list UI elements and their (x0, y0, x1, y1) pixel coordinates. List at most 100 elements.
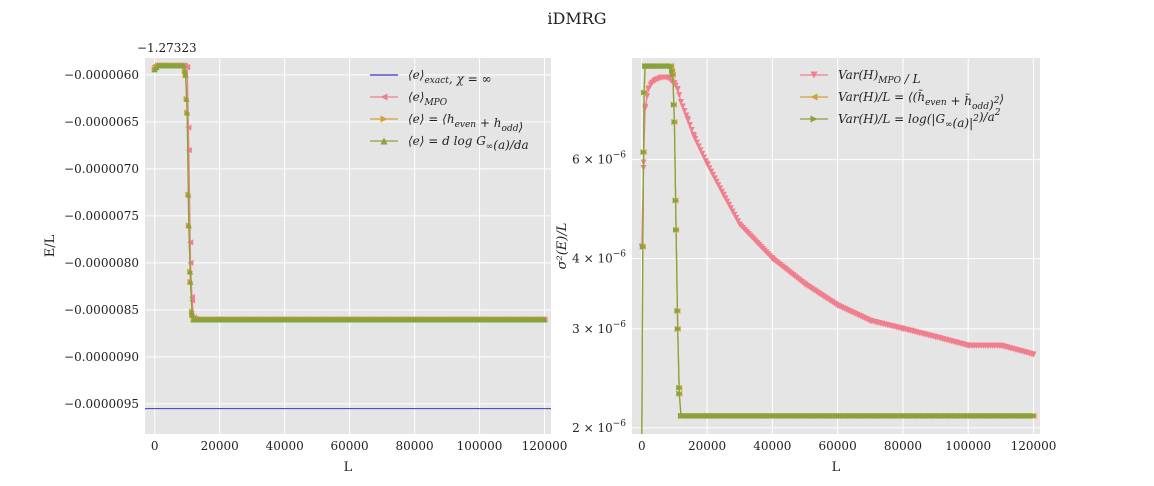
chart1-series-0-marker (715, 182, 722, 189)
chart1-series-2-marker (641, 89, 648, 96)
chart0-x-tick-label: 40000 (266, 439, 304, 453)
chart0-legend-label: ⟨e⟩ = d log G∞(a)/da (408, 134, 529, 152)
chart1-y-tick-label: 2 × 10−6 (572, 419, 626, 435)
chart0-y-tick-label: −0.0000060 (64, 68, 139, 82)
chart0-plot-area (145, 58, 551, 434)
chart1-series-0-marker (736, 221, 743, 228)
chart1-series-2-marker (1030, 412, 1037, 419)
chart1-x-tick-label: 60000 (819, 439, 857, 453)
chart1-y-tick-label: 3 × 10−6 (572, 320, 626, 336)
chart0-y-tick-label: −0.0000065 (64, 115, 139, 129)
chart1-series-0-marker (708, 168, 715, 175)
chart0-y-axis-label: E/L (43, 234, 58, 257)
chart1-series-2-marker (671, 119, 678, 126)
chart1-series-0-marker (664, 74, 671, 81)
chart0-series-1-marker (185, 147, 192, 154)
chart1-series-0-marker (693, 139, 700, 146)
chart0-legend-marker (380, 93, 388, 101)
chart0-legend-marker (380, 115, 388, 123)
chart1-series-0-marker (648, 80, 655, 87)
chart1-series-2-marker (642, 63, 649, 70)
chart1-legend-marker (810, 93, 818, 101)
chart0-y-tick-label: −0.0000070 (64, 162, 139, 176)
chart0-legend-label: ⟨e⟩exact, χ = ∞ (408, 68, 492, 86)
chart1-legend-label: Var(H)MPO / L (838, 68, 921, 86)
chart1-y-tick-label: 4 × 10−6 (572, 250, 626, 266)
chart1-series-0-marker (729, 208, 736, 215)
chart1-series-0-marker (899, 325, 906, 332)
chart1-series-0-marker (645, 86, 652, 93)
chart1-series-0-marker (731, 211, 738, 218)
chart0-series-3-marker (180, 62, 187, 69)
chart0-x-tick-label: 0 (151, 439, 159, 453)
chart0-legend-marker (380, 137, 388, 145)
chart0-y-tick-label: −0.0000080 (64, 256, 139, 270)
chart1-series-0-marker (727, 205, 734, 212)
chart0-x-tick-label: 120000 (522, 439, 568, 453)
chart1-series-0-marker (706, 165, 713, 172)
chart1-series-0-marker (997, 342, 1004, 349)
chart1-series-0-marker (710, 171, 717, 178)
chart0-series-3-marker (189, 311, 196, 318)
chart0-series-3-marker (151, 66, 158, 73)
chart1-x-tick-label: 120000 (1011, 439, 1057, 453)
chart0-series-3-marker (181, 67, 188, 74)
chart1-series-0-marker (867, 317, 874, 324)
chart1-series-0-marker (801, 281, 808, 288)
chart1-x-tick-label: 40000 (753, 439, 791, 453)
chart0-series-3-marker (184, 109, 191, 116)
chart1-series-0-marker (691, 133, 698, 140)
chart1-series-2-marker (668, 63, 675, 70)
chart1-series-0-marker (676, 92, 683, 99)
chart1-series-0-marker (695, 143, 702, 150)
chart1-series-0-marker (1030, 351, 1037, 358)
chart1-series-0-marker (684, 115, 691, 122)
chart1-series-2-marker (674, 307, 681, 314)
chart0-legend-label: ⟨e⟩ = ⟨heven + hodd⟩ (408, 112, 523, 134)
chart1-series-0-marker (724, 198, 731, 205)
chart0-y-tick-label: −0.0000075 (64, 209, 139, 223)
chart1-y-axis-label: σ²(E)/L (555, 223, 570, 270)
chart1-series-2-marker (677, 412, 684, 419)
chart1-series-0-marker (658, 74, 665, 81)
chart1-series-group (638, 63, 1037, 434)
chart1-series-0-marker (932, 334, 939, 341)
chart0-y-tick-label: −0.0000095 (64, 397, 139, 411)
chart1-legend-label: Var(H)/L = log(|G∞(a)|2)/a2 (838, 108, 1001, 130)
chart0-series-1-marker (185, 124, 192, 131)
chart1-x-tick-label: 80000 (884, 439, 922, 453)
chart0-series-3-marker (185, 191, 192, 198)
chart1-series-2-marker (672, 197, 679, 204)
chart0-series-3-marker (187, 268, 194, 275)
chart1-legend-marker (810, 71, 818, 79)
chart1-series-2-marker (676, 384, 683, 391)
chart0-y-tick-label: −0.0000085 (64, 303, 139, 317)
chart1-plot-area (632, 58, 1040, 434)
chart1-y-tick-label: 6 × 10−6 (572, 151, 626, 167)
chart1-series-0-marker (726, 201, 733, 208)
chart1-x-tick-label: 0 (638, 439, 646, 453)
chart1-series-2-marker (704, 412, 711, 419)
chart1-legend-label: Var(H)/L = ⟨(h̃even + h̃odd)2⟩ (838, 88, 1004, 112)
chart1-series-0-marker (769, 255, 776, 262)
chart0-series-3-marker (190, 316, 197, 323)
chart1-series-0-marker (683, 112, 690, 119)
chart0-y-tick-label: −0.0000090 (64, 350, 139, 364)
chart1-series-0-marker (677, 98, 684, 105)
chart0-legend-label: ⟨e⟩MPO (408, 90, 448, 108)
chart0-series-3-marker (185, 222, 192, 229)
figure-title: iDMRG (547, 9, 606, 28)
chart0-series-3-marker (182, 71, 189, 78)
chart1-series-0-marker (734, 218, 741, 225)
chart1-x-tick-label: 100000 (945, 439, 991, 453)
chart0-series-3-marker (154, 62, 161, 69)
chart1-series-0-marker (699, 150, 706, 157)
chart0-series-1-marker (189, 297, 196, 304)
chart1-series-2-marker (669, 71, 676, 78)
chart0-x-tick-label: 20000 (201, 439, 239, 453)
chart1-x-axis-label: L (832, 460, 841, 475)
chart0-series-3-marker (171, 62, 178, 69)
chart1-series-2-marker (640, 149, 647, 156)
chart0-series-3-marker (187, 278, 194, 285)
